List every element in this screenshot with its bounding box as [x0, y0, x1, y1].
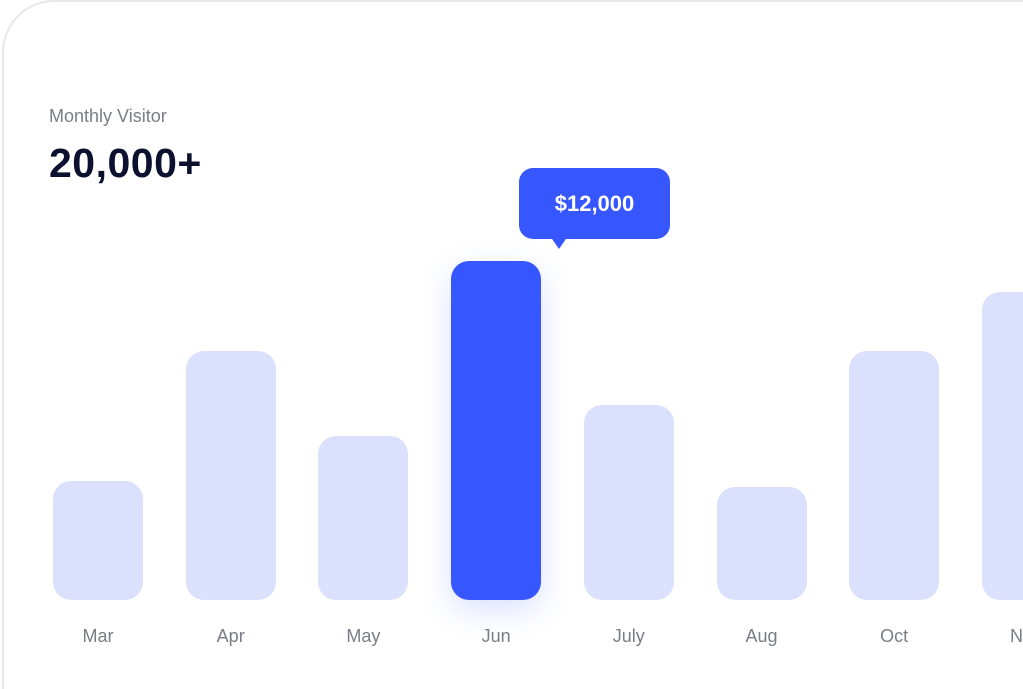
- bar-mar[interactable]: [53, 481, 143, 600]
- value-tooltip: $12,000: [519, 168, 670, 249]
- bar-aug[interactable]: [716, 487, 807, 600]
- bar-jun[interactable]: [451, 261, 542, 600]
- x-tick-label: May: [346, 626, 381, 646]
- x-tick-label: July: [612, 626, 645, 646]
- x-tick-label: Oct: [880, 626, 909, 646]
- card-subtitle: Monthly Visitor: [49, 106, 167, 126]
- x-tick-label: N: [1009, 626, 1023, 646]
- x-tick-label: Aug: [745, 626, 778, 646]
- x-tick-label: Mar: [82, 626, 114, 646]
- bar-oct[interactable]: [849, 351, 940, 600]
- bar-may[interactable]: [318, 436, 409, 600]
- x-tick-label: Jun: [481, 626, 511, 646]
- bar-july[interactable]: [583, 405, 674, 600]
- bar-apr[interactable]: [185, 351, 276, 600]
- x-tick-label: Apr: [216, 626, 245, 646]
- bar-n[interactable]: [981, 292, 1023, 600]
- card-headline: 20,000+: [49, 140, 202, 186]
